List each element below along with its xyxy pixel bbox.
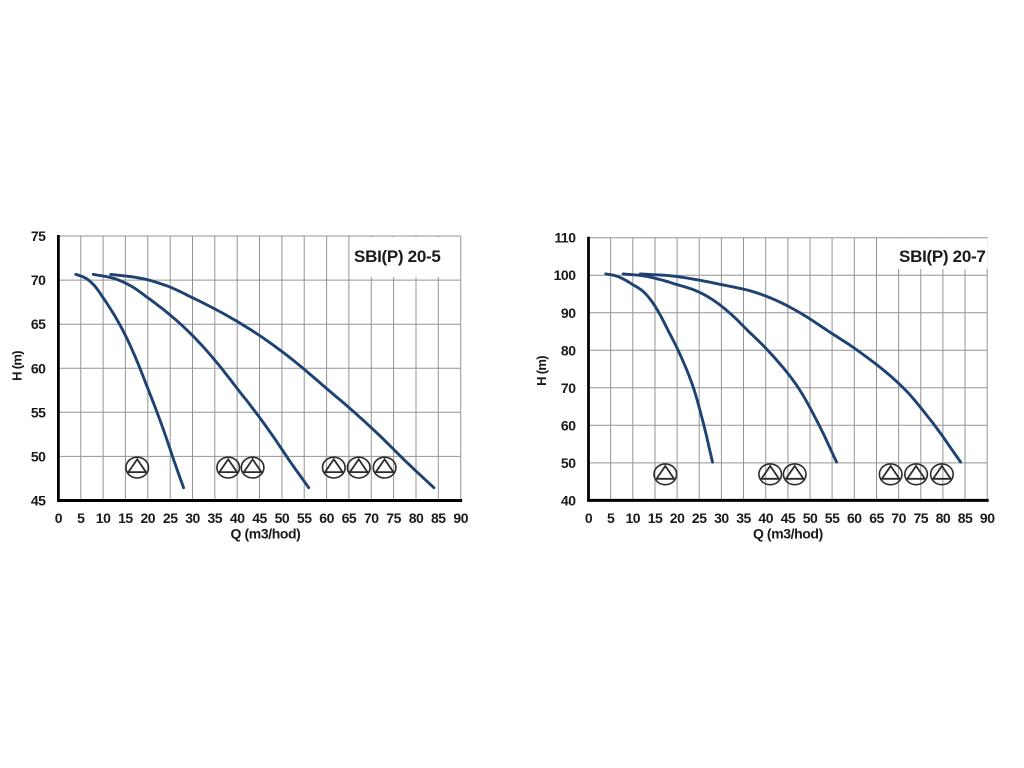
svg-text:Q (m3/hod): Q (m3/hod): [753, 526, 823, 542]
svg-text:35: 35: [208, 510, 223, 526]
svg-text:85: 85: [431, 510, 446, 526]
svg-text:30: 30: [185, 510, 200, 526]
svg-text:H (m): H (m): [534, 356, 549, 386]
svg-text:65: 65: [869, 510, 884, 526]
svg-text:50: 50: [31, 448, 46, 464]
svg-text:25: 25: [692, 510, 707, 526]
svg-text:55: 55: [297, 510, 312, 526]
svg-text:0: 0: [585, 510, 593, 526]
svg-text:10: 10: [96, 510, 111, 526]
svg-text:55: 55: [31, 404, 46, 420]
svg-text:50: 50: [803, 510, 818, 526]
svg-text:5: 5: [607, 510, 615, 526]
svg-text:45: 45: [31, 493, 46, 509]
svg-text:30: 30: [714, 510, 729, 526]
svg-text:60: 60: [561, 417, 576, 433]
svg-text:80: 80: [409, 510, 424, 526]
svg-text:90: 90: [453, 510, 468, 526]
svg-text:75: 75: [31, 228, 46, 244]
svg-text:Q (m3/hod): Q (m3/hod): [231, 526, 301, 542]
svg-text:80: 80: [936, 510, 951, 526]
svg-text:70: 70: [561, 380, 576, 396]
svg-text:85: 85: [958, 510, 973, 526]
svg-text:25: 25: [163, 510, 178, 526]
svg-text:65: 65: [342, 510, 357, 526]
svg-text:65: 65: [31, 316, 46, 332]
svg-text:75: 75: [914, 510, 929, 526]
svg-text:SBI(P) 20-7: SBI(P) 20-7: [899, 247, 985, 266]
svg-text:40: 40: [230, 510, 245, 526]
svg-text:60: 60: [847, 510, 862, 526]
svg-text:40: 40: [758, 510, 773, 526]
svg-text:80: 80: [561, 342, 576, 358]
svg-text:70: 70: [364, 510, 379, 526]
svg-text:20: 20: [141, 510, 156, 526]
svg-text:H (m): H (m): [9, 351, 24, 381]
svg-text:20: 20: [670, 510, 685, 526]
svg-text:5: 5: [77, 510, 85, 526]
svg-text:35: 35: [736, 510, 751, 526]
svg-text:50: 50: [561, 455, 576, 471]
svg-text:70: 70: [891, 510, 906, 526]
svg-text:45: 45: [781, 510, 796, 526]
svg-text:15: 15: [648, 510, 663, 526]
svg-text:40: 40: [561, 492, 576, 508]
svg-text:15: 15: [118, 510, 133, 526]
svg-text:90: 90: [561, 305, 576, 321]
svg-text:50: 50: [275, 510, 290, 526]
svg-text:90: 90: [980, 510, 995, 526]
svg-text:110: 110: [554, 230, 576, 246]
svg-text:100: 100: [554, 267, 577, 283]
svg-text:55: 55: [825, 510, 840, 526]
svg-text:10: 10: [626, 510, 641, 526]
svg-text:60: 60: [31, 360, 46, 376]
svg-text:60: 60: [319, 510, 334, 526]
svg-text:0: 0: [55, 510, 63, 526]
svg-text:75: 75: [386, 510, 401, 526]
svg-text:70: 70: [31, 272, 46, 288]
svg-text:45: 45: [252, 510, 267, 526]
svg-text:SBI(P) 20-5: SBI(P) 20-5: [354, 247, 440, 266]
